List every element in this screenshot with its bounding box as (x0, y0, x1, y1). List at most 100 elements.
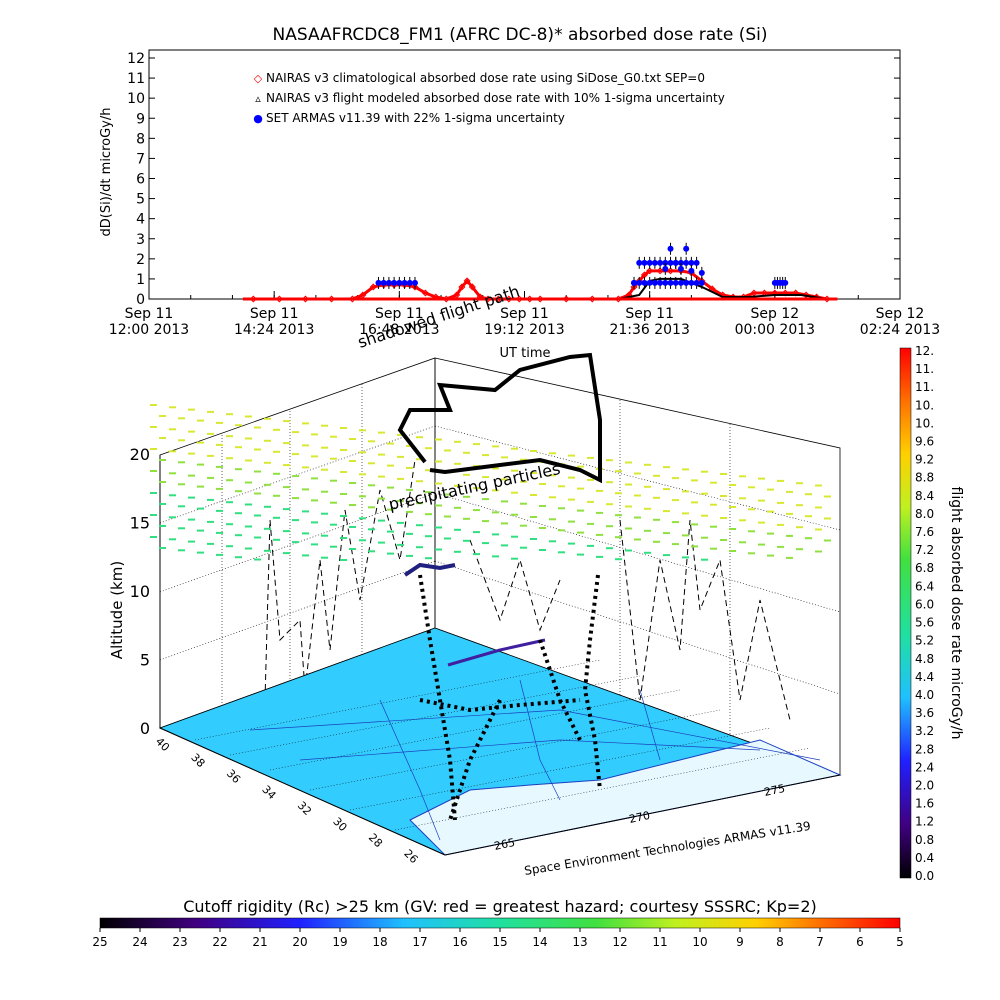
legend-label: SET ARMAS v11.39 with 22% 1-sigma uncert… (266, 111, 565, 125)
top-y-tick-label: 2 (136, 252, 145, 268)
dose-tick-label: 0.0 (915, 869, 934, 883)
rigidity-tick-label: 22 (212, 935, 227, 949)
series-point (453, 291, 461, 299)
series-point (651, 279, 658, 286)
rigidity-tick-label: 13 (572, 935, 587, 949)
top-x-axis-label: UT time (500, 346, 551, 361)
latitude-tick-label: 32 (295, 799, 314, 818)
series-point (662, 279, 669, 286)
dose-tick-label: 6.8 (915, 561, 934, 575)
rigidity-tick-label: 5 (896, 935, 904, 949)
series-point (463, 277, 471, 285)
rigidity-tick-label: 11 (652, 935, 667, 949)
rigidity-tick-label: 21 (252, 935, 267, 949)
series-point (636, 279, 643, 286)
series-point (750, 289, 758, 297)
series-point (651, 259, 658, 266)
top-x-tick-label-time: 12:00 2013 (109, 322, 189, 338)
series-point (688, 259, 695, 266)
legend-marker: ▵ (255, 92, 261, 105)
legend-marker: ● (253, 112, 263, 125)
longitude-ticks: 265 270 275 (493, 782, 786, 853)
latitude-tick-label: 40 (153, 735, 172, 754)
top-y-tick-label: 3 (136, 232, 145, 248)
longitude-tick-label: 275 (763, 782, 786, 799)
altitude-tick-label: 10 (130, 582, 150, 601)
top-x-tick-label-date: Sep 11 (250, 306, 299, 322)
series-point (641, 279, 648, 286)
series-point (782, 279, 789, 286)
top-x-tick-label-date: Sep 12 (876, 306, 925, 322)
flight-track-dots (418, 574, 602, 821)
dose-colorbar-title: flight absorbed dose rate microGy/h (948, 487, 964, 740)
rigidity-tick-label: 14 (532, 935, 547, 949)
dose-tick-label: 9.6 (915, 435, 934, 449)
series-point (657, 259, 664, 266)
top-y-axis-label: dD(Si)/dt microGy/h (99, 108, 114, 237)
legend-label: NAIRAS v3 flight modeled absorbed dose r… (266, 91, 725, 105)
top-x-tick-label-date: Sep 11 (125, 306, 174, 322)
dose-tick-label: 4.4 (915, 670, 934, 684)
altitude-tick-label: 5 (140, 651, 150, 670)
series-point (458, 283, 466, 291)
series-point (693, 279, 700, 286)
dose-tick-label: 12. (915, 344, 934, 358)
altitude-tick-label: 15 (130, 514, 150, 533)
dose-tick-label: 9.2 (915, 453, 934, 467)
top-y-tick-label: 6 (136, 172, 145, 188)
top-x-tick-label-time: 14:24 2013 (234, 322, 314, 338)
top-plot-frame (148, 49, 901, 300)
series-point (369, 283, 377, 291)
series-point (641, 259, 648, 266)
top-legend: ◇ NAIRAS v3 climatological absorbed dose … (253, 71, 725, 125)
longitude-tick-label: 270 (628, 809, 651, 826)
series-point (380, 279, 387, 286)
legend-label: NAIRAS v3 climatological absorbed dose r… (266, 71, 705, 85)
series-point (666, 267, 675, 275)
series-point (677, 265, 684, 272)
top-x-tick-label-date: Sep 12 (751, 306, 800, 322)
series-point (396, 279, 403, 286)
rigidity-tick-label: 23 (172, 935, 187, 949)
rigidity-colorbar-title: Cutoff rigidity (Rc) >25 km (GV: red = g… (183, 897, 817, 916)
front-edge-right (444, 774, 841, 856)
top-y-tick-label: 0 (136, 292, 145, 308)
top-y-tick-label: 1 (136, 272, 145, 288)
rigidity-tick-label: 12 (612, 935, 627, 949)
top-x-tick-label-time: 02:24 2013 (860, 322, 940, 338)
series-point (646, 279, 653, 286)
rigidity-tick-label: 8 (776, 935, 784, 949)
series-point (683, 245, 690, 252)
top-y-tick-label: 9 (136, 111, 145, 127)
rigidity-tick-label: 17 (412, 935, 427, 949)
rigidity-tick-label: 16 (452, 935, 467, 949)
rigidity-tick-label: 18 (372, 935, 387, 949)
rigidity-tick-label: 10 (692, 935, 707, 949)
dose-tick-label: 5.2 (915, 634, 934, 648)
flight-track-3d (397, 352, 602, 484)
dose-tick-label: 2.0 (915, 778, 934, 792)
series-point (683, 259, 690, 266)
top-x-tick-label-time: 19:12 2013 (484, 322, 564, 338)
dose-tick-label: 2.8 (915, 742, 934, 756)
dose-tick-label: 7.2 (915, 543, 934, 557)
latitude-tick-label: 36 (224, 767, 243, 786)
right-wall-grid (434, 400, 841, 735)
series-point (662, 259, 669, 266)
series-point (375, 279, 382, 286)
series-point (636, 259, 643, 266)
series-point (667, 245, 674, 252)
dose-tick-label: 4.8 (915, 652, 934, 666)
front-edge-left (159, 727, 446, 856)
dose-colorbar-ticks: 0.0 0.4 0.8 1.2 1.6 2.0 2.4 2.8 3.2 3.6 4.0 4.4 4.8 5… (915, 344, 934, 883)
altitude-tick-label: 0 (140, 719, 150, 738)
top-x-tick-label-date: Sep 11 (500, 306, 549, 322)
dose-tick-label: 10. (915, 398, 934, 412)
series-point (698, 279, 705, 286)
top-y-tick-label: 12 (127, 51, 145, 67)
map-state-lines (249, 679, 821, 841)
series-point (411, 279, 418, 286)
rigidity-tick-label: 24 (132, 935, 147, 949)
series-point (760, 289, 768, 297)
